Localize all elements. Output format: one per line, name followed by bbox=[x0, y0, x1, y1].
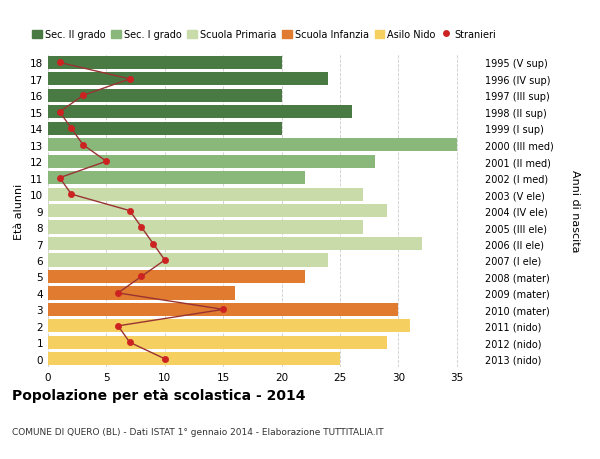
Point bbox=[125, 76, 134, 84]
Point bbox=[160, 257, 170, 264]
Legend: Sec. II grado, Sec. I grado, Scuola Primaria, Scuola Infanzia, Asilo Nido, Stran: Sec. II grado, Sec. I grado, Scuola Prim… bbox=[28, 26, 500, 44]
Point bbox=[67, 125, 76, 133]
Point bbox=[67, 191, 76, 198]
Point bbox=[218, 306, 228, 313]
Bar bbox=[48, 336, 386, 349]
Bar bbox=[48, 353, 340, 365]
Bar bbox=[48, 172, 305, 185]
Point bbox=[55, 109, 64, 116]
Bar bbox=[48, 270, 305, 283]
Point bbox=[137, 224, 146, 231]
Bar bbox=[48, 90, 281, 103]
Point bbox=[160, 355, 170, 363]
Text: COMUNE DI QUERO (BL) - Dati ISTAT 1° gennaio 2014 - Elaborazione TUTTITALIA.IT: COMUNE DI QUERO (BL) - Dati ISTAT 1° gen… bbox=[12, 427, 383, 436]
Point bbox=[55, 60, 64, 67]
Bar bbox=[48, 254, 328, 267]
Bar bbox=[48, 123, 281, 135]
Bar bbox=[48, 73, 328, 86]
Point bbox=[137, 273, 146, 280]
Point bbox=[101, 158, 111, 166]
Bar bbox=[48, 106, 352, 119]
Bar bbox=[48, 237, 422, 251]
Bar bbox=[48, 287, 235, 300]
Bar bbox=[48, 319, 410, 333]
Point bbox=[113, 290, 123, 297]
Bar bbox=[48, 139, 457, 152]
Point bbox=[148, 241, 158, 248]
Bar bbox=[48, 221, 363, 234]
Bar bbox=[48, 57, 281, 70]
Bar bbox=[48, 188, 363, 202]
Text: Popolazione per età scolastica - 2014: Popolazione per età scolastica - 2014 bbox=[12, 388, 305, 403]
Point bbox=[78, 92, 88, 100]
Point bbox=[78, 142, 88, 149]
Bar bbox=[48, 303, 398, 316]
Point bbox=[113, 323, 123, 330]
Y-axis label: Età alunni: Età alunni bbox=[14, 183, 25, 239]
Bar bbox=[48, 155, 375, 168]
Bar bbox=[48, 205, 386, 218]
Point bbox=[125, 339, 134, 346]
Y-axis label: Anni di nascita: Anni di nascita bbox=[570, 170, 580, 252]
Point bbox=[125, 207, 134, 215]
Point bbox=[55, 174, 64, 182]
